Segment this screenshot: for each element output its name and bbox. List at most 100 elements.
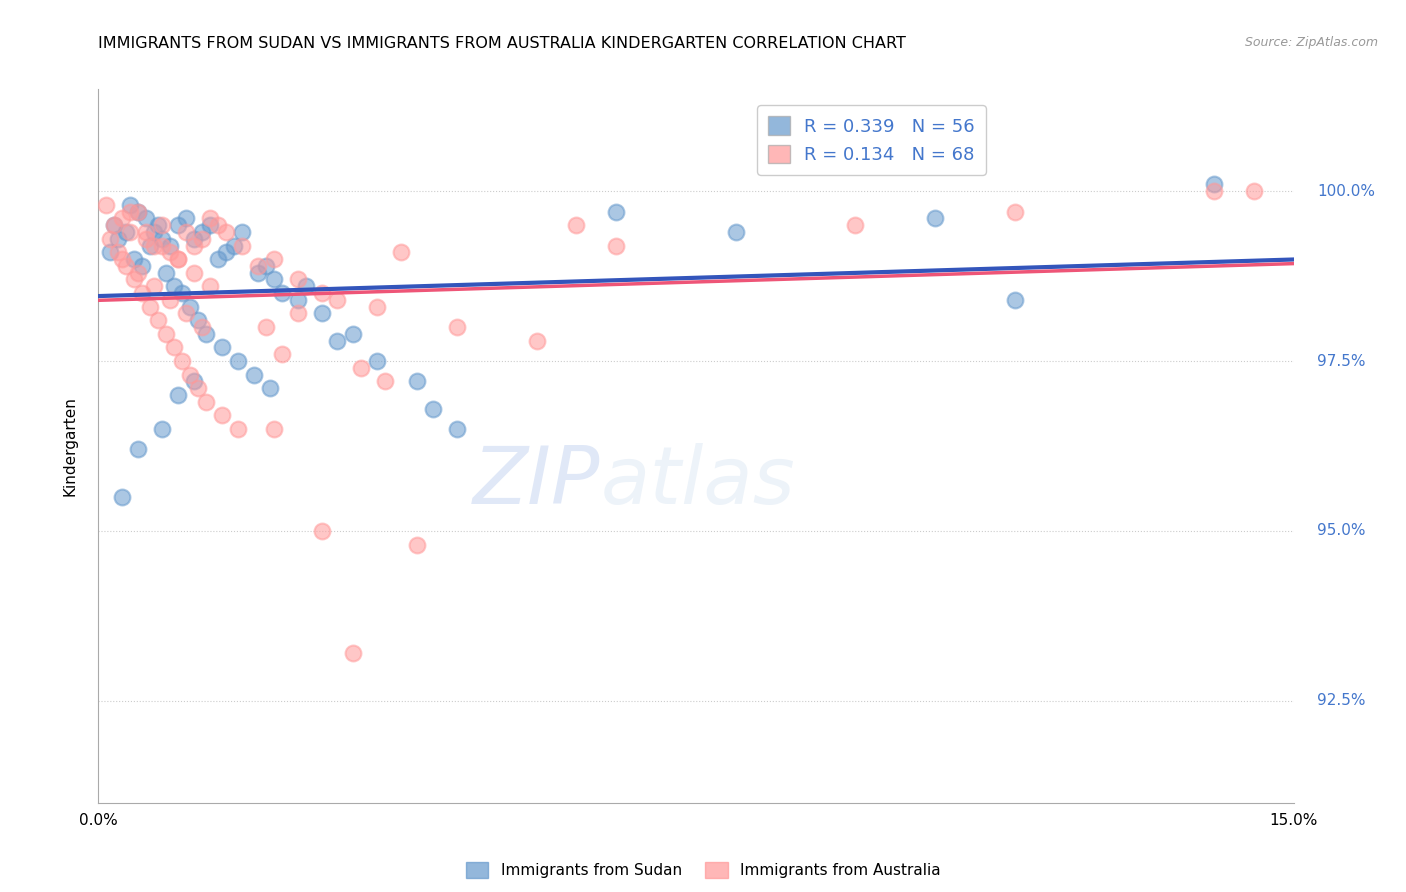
Text: Source: ZipAtlas.com: Source: ZipAtlas.com	[1244, 36, 1378, 49]
Point	[187, 313, 209, 327]
Point	[1202, 178, 1225, 192]
Point	[98, 245, 122, 260]
Point	[150, 218, 173, 232]
Point	[183, 266, 205, 280]
Text: atlas: atlas	[600, 442, 796, 521]
Point	[107, 232, 129, 246]
Point	[148, 313, 170, 327]
Point	[311, 524, 333, 538]
Point	[167, 388, 190, 402]
Legend: Immigrants from Sudan, Immigrants from Australia: Immigrants from Sudan, Immigrants from A…	[460, 856, 946, 884]
Point	[270, 286, 292, 301]
Point	[155, 326, 177, 341]
Point	[446, 422, 468, 436]
Point	[115, 225, 138, 239]
Point	[127, 204, 149, 219]
Point	[159, 245, 181, 260]
Point	[366, 300, 388, 314]
Point	[243, 368, 266, 382]
Point	[174, 225, 197, 239]
Point	[215, 225, 238, 239]
Point	[446, 320, 468, 334]
Point	[127, 266, 149, 280]
Point	[374, 375, 396, 389]
Point	[167, 252, 190, 266]
Point	[198, 279, 221, 293]
Point	[254, 320, 277, 334]
Point	[187, 381, 209, 395]
Point	[174, 306, 197, 320]
Point	[98, 232, 122, 246]
Point	[148, 218, 170, 232]
Point	[139, 238, 162, 252]
Point	[143, 279, 166, 293]
Point	[183, 238, 205, 252]
Point	[222, 238, 245, 252]
Point	[139, 300, 162, 314]
Point	[326, 293, 349, 307]
Point	[135, 211, 157, 226]
Point	[111, 252, 134, 266]
Point	[127, 442, 149, 457]
Y-axis label: Kindergarten: Kindergarten	[63, 396, 77, 496]
Point	[207, 252, 229, 266]
Point	[143, 238, 166, 252]
Point	[605, 204, 627, 219]
Point	[1004, 204, 1026, 219]
Point	[179, 368, 201, 382]
Point	[226, 354, 249, 368]
Point	[179, 300, 201, 314]
Point	[246, 259, 269, 273]
Text: 95.0%: 95.0%	[1317, 524, 1365, 539]
Text: 100.0%: 100.0%	[1317, 184, 1375, 199]
Point	[120, 225, 142, 239]
Point	[155, 266, 177, 280]
Point	[231, 225, 253, 239]
Point	[287, 272, 309, 286]
Point	[526, 334, 548, 348]
Point	[143, 225, 166, 239]
Point	[287, 293, 309, 307]
Point	[172, 286, 194, 301]
Point	[103, 218, 125, 232]
Point	[326, 334, 349, 348]
Point	[198, 211, 221, 226]
Point	[191, 320, 214, 334]
Point	[198, 218, 221, 232]
Point	[294, 279, 316, 293]
Point	[1243, 184, 1265, 198]
Point	[167, 218, 190, 232]
Text: IMMIGRANTS FROM SUDAN VS IMMIGRANTS FROM AUSTRALIA KINDERGARTEN CORRELATION CHAR: IMMIGRANTS FROM SUDAN VS IMMIGRANTS FROM…	[98, 36, 907, 51]
Point	[191, 232, 214, 246]
Point	[1004, 293, 1026, 307]
Text: 97.5%: 97.5%	[1317, 353, 1365, 368]
Point	[366, 354, 388, 368]
Point	[174, 211, 197, 226]
Point	[96, 198, 118, 212]
Point	[120, 198, 142, 212]
Point	[406, 375, 429, 389]
Point	[107, 245, 129, 260]
Point	[124, 272, 146, 286]
Text: ZIP: ZIP	[472, 442, 600, 521]
Point	[163, 341, 186, 355]
Point	[150, 232, 173, 246]
Point	[195, 394, 218, 409]
Point	[263, 272, 285, 286]
Point	[1202, 184, 1225, 198]
Point	[226, 422, 249, 436]
Point	[263, 252, 285, 266]
Point	[311, 306, 333, 320]
Point	[211, 409, 233, 423]
Point	[159, 293, 181, 307]
Point	[254, 259, 277, 273]
Point	[924, 211, 946, 226]
Point	[406, 537, 429, 551]
Point	[263, 422, 285, 436]
Point	[111, 490, 134, 504]
Text: 92.5%: 92.5%	[1317, 693, 1365, 708]
Point	[159, 238, 181, 252]
Point	[131, 286, 153, 301]
Point	[124, 252, 146, 266]
Point	[207, 218, 229, 232]
